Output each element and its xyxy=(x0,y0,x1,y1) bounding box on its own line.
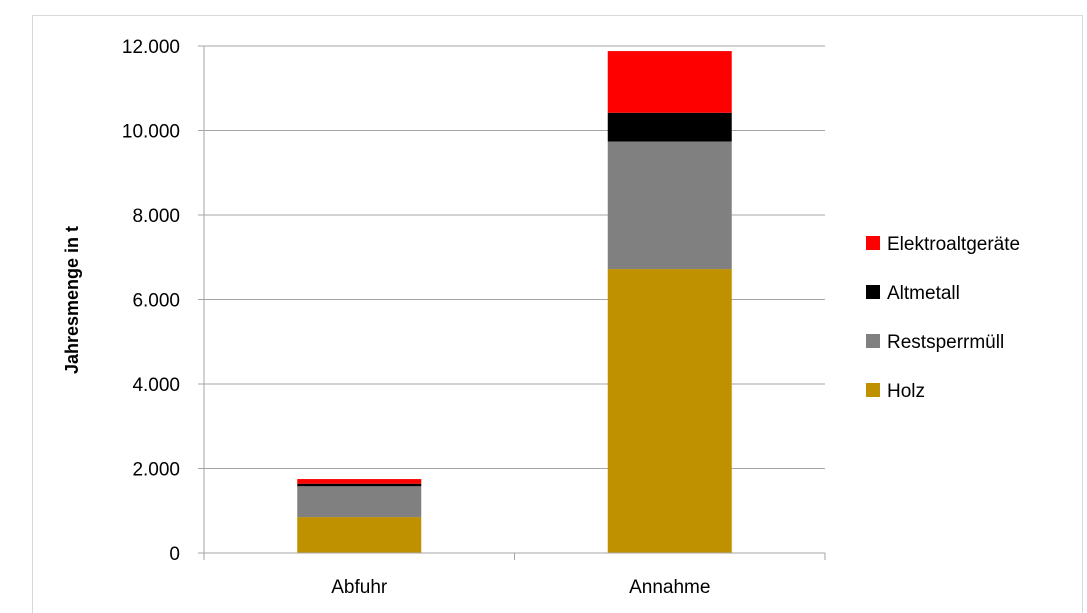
legend-swatch xyxy=(866,334,880,348)
legend-label: Altmetall xyxy=(887,283,960,304)
bar-segment xyxy=(297,479,422,484)
legend-label: Holz xyxy=(887,381,925,402)
y-tick-label: 12.000 xyxy=(122,37,180,58)
y-tick-label: 2.000 xyxy=(132,460,180,481)
bar-segment xyxy=(297,517,422,553)
bar-segment xyxy=(607,141,732,270)
bar-segment xyxy=(297,486,422,518)
y-tick-label: 6.000 xyxy=(132,291,180,312)
legend-swatch xyxy=(866,383,880,397)
legend-label: Restsperrmüll xyxy=(887,332,1004,353)
bar-segment xyxy=(607,112,732,142)
y-tick-label: 8.000 xyxy=(132,206,180,227)
legend: Elektroaltgeräte Altmetall Restsperrmüll Ho… xyxy=(866,234,1020,402)
chart-frame xyxy=(32,15,1083,613)
bars xyxy=(297,51,732,553)
bar-segment xyxy=(607,269,732,553)
x-tick-labels: Abfuhr Annahme xyxy=(331,577,710,598)
y-tick-label: 0 xyxy=(169,544,180,565)
legend-swatch xyxy=(866,236,880,250)
y-tick-label: 4.000 xyxy=(132,375,180,396)
x-tick-label: Abfuhr xyxy=(331,577,388,598)
bar-segment xyxy=(607,51,732,113)
y-tick-labels: 0 2.000 4.000 6.000 8.000 10.000 12.000 xyxy=(122,37,180,565)
bar-segment xyxy=(297,483,422,487)
axes xyxy=(198,45,826,560)
x-tick-label: Annahme xyxy=(629,577,710,598)
legend-swatch xyxy=(866,285,880,299)
legend-label: Elektroaltgeräte xyxy=(887,234,1020,255)
gridlines xyxy=(204,45,825,469)
y-axis-label: Jahresmenge in t xyxy=(62,226,82,374)
y-tick-label: 10.000 xyxy=(122,122,180,143)
